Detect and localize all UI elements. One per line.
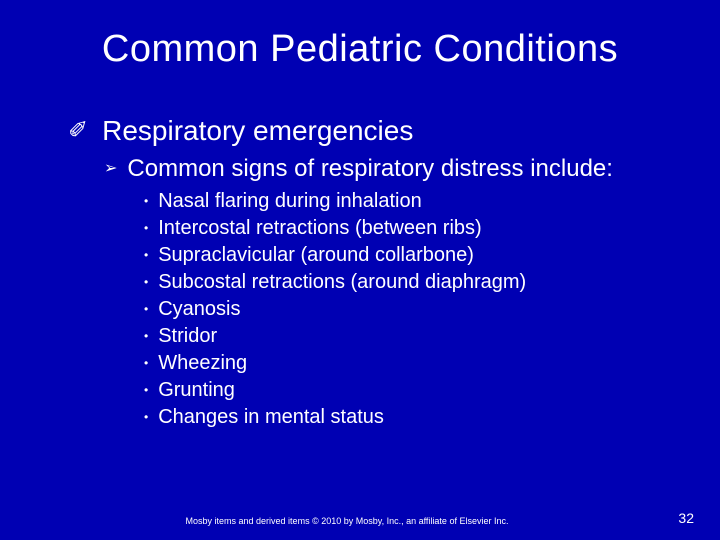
slide: Common Pediatric Conditions ✐ Respirator…: [0, 0, 720, 540]
slide-title: Common Pediatric Conditions: [60, 28, 660, 71]
page-number: 32: [678, 510, 694, 526]
list-item-text: Supraclavicular (around collarbone): [158, 243, 474, 267]
dot-icon: •: [144, 378, 148, 402]
bullet-level2: ➢ Common signs of respiratory distress i…: [104, 155, 660, 183]
list-item-text: Subcostal retractions (around diaphragm): [158, 270, 526, 294]
list-item-text: Grunting: [158, 378, 235, 402]
list-item: • Wheezing: [144, 351, 660, 375]
list-item: • Subcostal retractions (around diaphrag…: [144, 270, 660, 294]
list-item: • Grunting: [144, 378, 660, 402]
list-item: • Intercostal retractions (between ribs): [144, 216, 660, 240]
list-item: • Stridor: [144, 324, 660, 348]
list-item-text: Cyanosis: [158, 297, 240, 321]
dot-icon: •: [144, 270, 148, 294]
chevron-right-icon: ➢: [104, 155, 117, 183]
list-item-text: Wheezing: [158, 351, 247, 375]
list-item: • Supraclavicular (around collarbone): [144, 243, 660, 267]
list-item-text: Intercostal retractions (between ribs): [158, 216, 481, 240]
level2-text: Common signs of respiratory distress inc…: [127, 155, 613, 183]
dot-icon: •: [144, 405, 148, 429]
list-item: • Changes in mental status: [144, 405, 660, 429]
list-item-text: Stridor: [158, 324, 217, 348]
dot-icon: •: [144, 297, 148, 321]
dot-icon: •: [144, 324, 148, 348]
dot-icon: •: [144, 351, 148, 375]
dot-icon: •: [144, 216, 148, 240]
level3-list: • Nasal flaring during inhalation • Inte…: [144, 189, 660, 429]
list-item: • Nasal flaring during inhalation: [144, 189, 660, 213]
slide-footer: Mosby items and derived items © 2010 by …: [0, 516, 720, 526]
list-item-text: Nasal flaring during inhalation: [158, 189, 422, 213]
level1-text: Respiratory emergencies: [102, 115, 413, 147]
scribble-icon: ✐: [68, 115, 88, 147]
bullet-level1: ✐ Respiratory emergencies: [68, 115, 660, 147]
copyright-text: Mosby items and derived items © 2010 by …: [0, 516, 694, 526]
list-item: • Cyanosis: [144, 297, 660, 321]
list-item-text: Changes in mental status: [158, 405, 384, 429]
dot-icon: •: [144, 189, 148, 213]
dot-icon: •: [144, 243, 148, 267]
